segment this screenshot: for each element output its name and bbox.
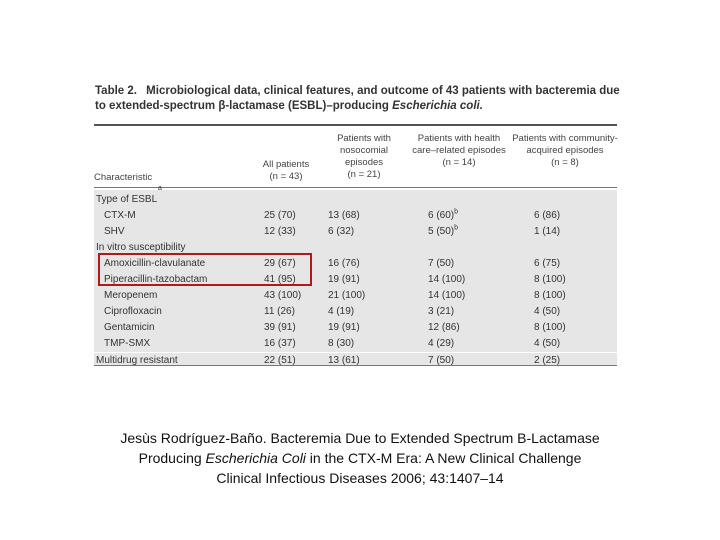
cell-nosocomial: 16 (76) [328,258,360,269]
citation-line-2-start: Producing [138,450,206,466]
header-characteristic: Characteristic [94,172,153,183]
cell-health-care: 14 (100) [428,274,466,285]
cell-community: 6 (75) [534,258,561,269]
header-community: Patients with community-acquired episode… [510,133,620,169]
table-row: Meropenem 43 (100) 21 (100) 14 (100) 8 (100) [94,288,617,304]
table-row: TMP-SMX 16 (37) 8 (30) 4 (29) 4 (50) [94,336,617,352]
table-bottom-rule [94,365,617,366]
citation: Jesùs Rodríguez-Baño. Bacteremia Due to … [60,428,660,488]
cell-health-care: 6 (60) [428,210,455,221]
cell-all-patients: 22 (51) [264,355,296,366]
citation-line-2: Producing Escherichia Coli in the CTX-M … [60,448,660,468]
header-all-patients: All patients (n = 43) [254,159,318,183]
table-row: SHV 12 (33) 6 (32) 5 (50)b 1 (14) [94,224,617,240]
row-label: Gentamicin [104,322,155,333]
row-label: TMP-SMX [104,338,151,349]
table-title-organism: Escherichia coli. [392,100,483,112]
cell-nosocomial: 13 (61) [328,355,360,366]
table-row: Gentamicin 39 (91) 19 (91) 12 (86) 8 (100) [94,320,617,336]
cell-all-patients: 25 (70) [264,210,296,221]
header-health-care-label: Patients with health care–related episod… [412,133,506,156]
cell-community: 8 (100) [534,290,566,301]
cell-community: 8 (100) [534,274,566,285]
table-top-rule [94,124,617,126]
cell-all-patients: 12 (33) [264,226,296,237]
cell-community: 1 (14) [534,226,561,237]
header-community-n: (n = 8) [551,157,579,168]
cell-health-care: 7 (50) [428,355,455,366]
table-row: Ciprofloxacin 11 (26) 4 (19) 3 (21) 4 (50) [94,304,617,320]
table-title-text: Microbiological data, clinical features,… [95,85,620,112]
row-label: CTX-M [104,210,136,221]
cell-community: 4 (50) [534,338,561,349]
cell-community: 8 (100) [534,322,566,333]
cell-health-care: 12 (86) [428,322,460,333]
cell-health-care: 4 (29) [428,338,455,349]
cell-health-care: 7 (50) [428,258,455,269]
table-row: CTX-M 25 (70) 13 (68) 6 (60)b 6 (86) [94,208,617,224]
header-health-care-n: (n = 14) [442,157,476,168]
row-label: Meropenem [104,290,158,301]
cell-health-care: 14 (100) [428,290,466,301]
table-number: Table 2. [95,85,137,97]
cell-all-patients: 43 (100) [264,290,302,301]
cell-all-patients: 11 (26) [264,306,295,317]
cell-health-care: 3 (21) [428,306,455,317]
cell-community: 4 (50) [534,306,561,317]
table-row: Multidrug resistant 22 (51) 13 (61) 7 (50) 2… [94,352,617,369]
header-all-patients-label: All patients [262,159,310,170]
header-community-label: Patients with community-acquired episode… [512,133,618,156]
table-title: Table 2. Microbiological data, clinical … [95,84,625,114]
table-row: Piperacillin-tazobactam 41 (95) 19 (91) 14 … [94,272,617,288]
citation-line-3: Clinical Infectious Diseases 2006; 43:14… [216,470,504,486]
citation-line-1: Jesùs Rodríguez-Baño. Bacteremia Due to … [120,430,600,446]
cell-community: 6 (86) [534,210,561,221]
cell-nosocomial: 21 (100) [328,290,366,301]
cell-nosocomial: 4 (19) [328,306,355,317]
cell-all-patients: 41 (95) [264,274,296,285]
row-label: SHV [104,226,125,237]
cell-health-care-wrap: 6 (60)b [428,208,458,224]
cell-nosocomial: 8 (30) [328,338,355,349]
table-body: Type of ESBL a CTX-M 25 (70) 13 (68) 6 (60)b 6… [94,185,617,366]
cell-community: 2 (25) [534,355,561,366]
header-health-care: Patients with health care–related episod… [408,133,510,169]
table-row: In vitro susceptibility [94,240,617,256]
row-label: Piperacillin-tazobactam [104,274,208,285]
table-row: Amoxicillin-clavulanate 29 (67) 16 (76) 7 (… [94,256,617,272]
cell-all-patients: 16 (37) [264,338,296,349]
cell-all-patients: 29 (67) [264,258,296,269]
header-nosocomial-label: Patients with nosocomial episodes [337,133,391,168]
cell-nosocomial: 13 (68) [328,210,360,221]
header-nosocomial-n: (n = 21) [347,169,381,180]
citation-organism: Escherichia Coli [205,450,306,466]
header-nosocomial: Patients with nosocomial episodes (n = 2… [322,133,406,181]
cell-nosocomial: 19 (91) [328,322,360,333]
cell-footnote: b [454,208,459,216]
highlight-box [98,253,312,286]
row-label: In vitro susceptibility [96,242,186,253]
cell-health-care-wrap: 5 (50)b [428,224,458,240]
cell-nosocomial: 19 (91) [328,274,360,285]
citation-line-2-end: in the CTX-M Era: A New Clinical Challen… [305,450,582,466]
table-row: Type of ESBL a [94,185,617,208]
row-label: Type of ESBL [96,194,158,205]
cell-health-care: 5 (50) [428,226,455,237]
cell-footnote: b [454,224,459,232]
row-label: Amoxicillin-clavulanate [104,258,206,269]
row-label: Multidrug resistant [96,355,178,366]
table-header-rule [94,187,617,188]
cell-all-patients: 39 (91) [264,322,296,333]
header-all-patients-n: (n = 43) [269,171,303,182]
row-label: Ciprofloxacin [104,306,162,317]
cell-nosocomial: 6 (32) [328,226,355,237]
